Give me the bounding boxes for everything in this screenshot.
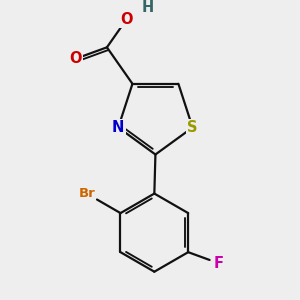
- Text: N: N: [112, 120, 124, 135]
- Text: F: F: [214, 256, 224, 271]
- Text: H: H: [141, 0, 154, 15]
- Text: S: S: [187, 120, 198, 135]
- Text: Br: Br: [78, 187, 95, 200]
- Text: O: O: [120, 12, 133, 27]
- Text: O: O: [69, 51, 82, 66]
